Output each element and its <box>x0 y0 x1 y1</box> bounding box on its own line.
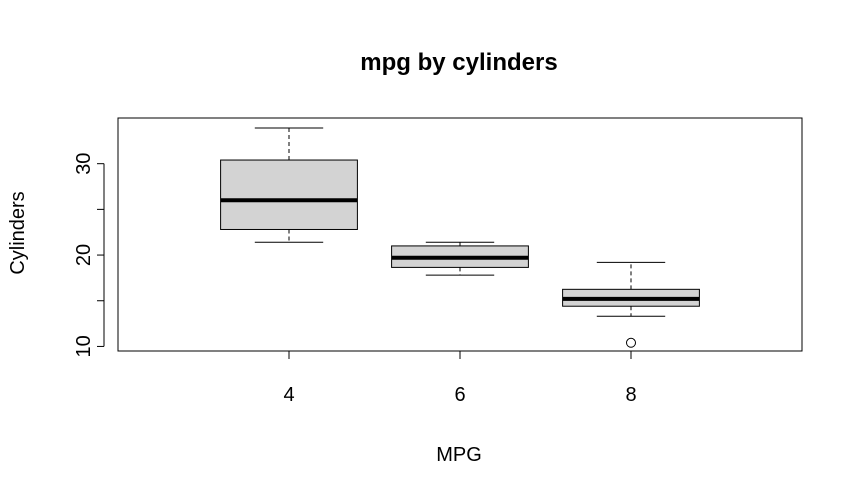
y-axis: 10 20 30 <box>73 153 105 358</box>
y-tick-label: 10 <box>73 335 95 357</box>
x-axis-label: MPG <box>436 444 482 466</box>
x-tick-label: 4 <box>283 384 294 406</box>
x-tick-label: 8 <box>625 384 636 406</box>
y-tick-label: 20 <box>73 244 95 266</box>
box-4 <box>220 127 358 243</box>
outlier-point <box>626 337 636 348</box>
box-iqr <box>220 159 358 230</box>
box-6 <box>391 241 529 276</box>
x-tick-label: 6 <box>454 384 465 406</box>
chart-title: mpg by cylinders <box>360 49 557 76</box>
x-axis: 4 6 8 <box>283 350 637 406</box>
y-tick-label: 30 <box>73 153 95 175</box>
y-axis-label: Cylinders <box>7 191 29 274</box>
box-8 <box>562 261 700 348</box>
boxes-layer <box>220 127 700 348</box>
plot-area-border <box>117 117 803 352</box>
